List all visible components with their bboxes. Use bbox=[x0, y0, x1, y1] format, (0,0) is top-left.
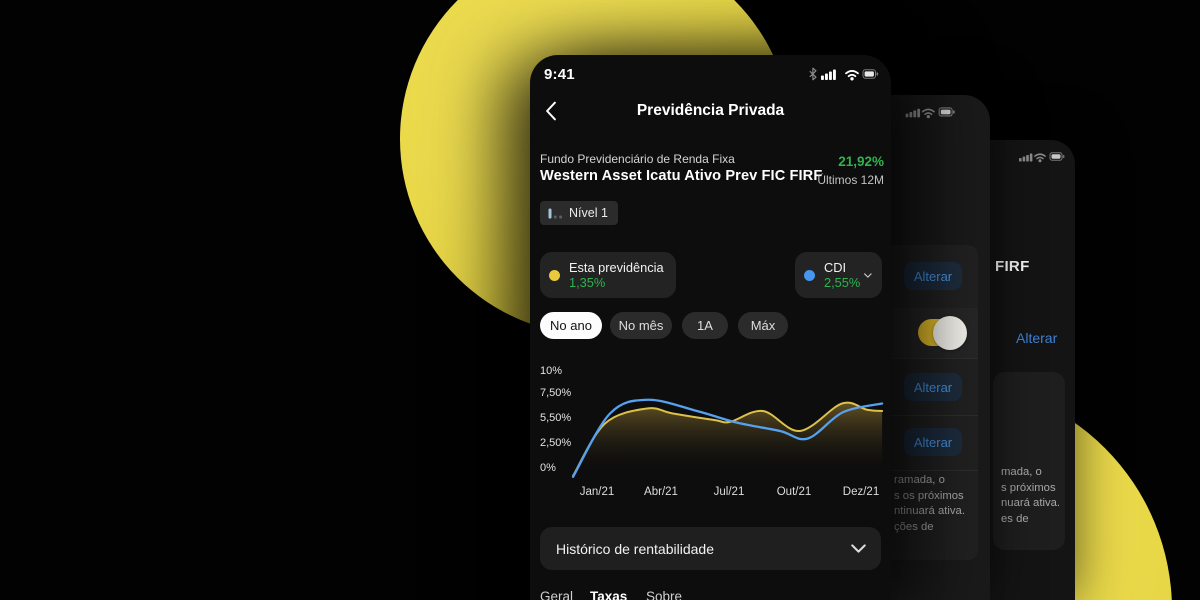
risk-level-badge: Nível 1 bbox=[540, 201, 618, 225]
clipped-paragraph: mada, o s próximos nuará ativa. es de bbox=[1001, 466, 1061, 526]
status-bar: 9:41 bbox=[544, 64, 879, 84]
nav-bar: Previdência Privada bbox=[530, 99, 891, 123]
accordion-label: Histórico de rentabilidade bbox=[556, 540, 714, 557]
background-phone-middle: Alterar Alterar Alterar ramada, o s os p… bbox=[890, 95, 990, 600]
chevron-down-icon bbox=[851, 544, 866, 553]
row-divider bbox=[890, 415, 978, 416]
status-icons bbox=[809, 67, 879, 81]
level-badge-label: Nível 1 bbox=[569, 206, 608, 220]
toggle-knob bbox=[933, 315, 967, 350]
bluetooth-icon bbox=[809, 67, 817, 81]
performance-chart-svg bbox=[571, 398, 884, 478]
filter-pill-no-ano[interactable]: No ano bbox=[540, 312, 602, 339]
level-bars-icon bbox=[548, 208, 563, 218]
signal-icon bbox=[821, 69, 836, 80]
y-axis-tick: 7,50% bbox=[540, 387, 572, 399]
clipped-paragraph: ramada, o s os próximos ntinuará ativa. … bbox=[894, 474, 965, 533]
fund-return-period: Últimos 12M bbox=[817, 173, 884, 187]
fund-name: Western Asset Icatu Ativo Prev FIC FIRF bbox=[540, 168, 823, 184]
chip-label: Esta previdência bbox=[569, 260, 664, 275]
toggle-switch-on[interactable] bbox=[918, 315, 967, 350]
row-divider bbox=[890, 470, 978, 471]
accordion-historico[interactable]: Histórico de rentabilidade bbox=[540, 527, 881, 570]
filter-pill-max[interactable]: Máx bbox=[738, 312, 788, 339]
alterar-link[interactable]: Alterar bbox=[1016, 330, 1058, 346]
chip-value: 1,35% bbox=[569, 275, 606, 290]
back-chevron-icon[interactable] bbox=[542, 101, 560, 121]
main-phone: 9:41 bbox=[530, 55, 891, 600]
yellow-series-dot bbox=[549, 269, 560, 281]
alterar-button[interactable]: Alterar bbox=[904, 373, 962, 401]
chip-value: 2,55% bbox=[824, 275, 861, 290]
benchmark-selector-chip[interactable]: CDI 2,55% bbox=[795, 252, 882, 298]
x-axis-tick: Abr/21 bbox=[644, 486, 678, 498]
series-line-cdi bbox=[571, 398, 884, 478]
row-divider bbox=[890, 358, 978, 359]
x-axis-tick: Jul/21 bbox=[713, 486, 745, 498]
x-axis-tick: Dez/21 bbox=[842, 486, 880, 498]
tab-taxas[interactable]: Taxas bbox=[590, 589, 628, 600]
status-time: 9:41 bbox=[544, 65, 575, 83]
tab-sobre[interactable]: Sobre bbox=[646, 589, 683, 600]
fund-category: Fundo Previdenciário de Renda Fixa bbox=[540, 152, 735, 166]
tab-geral[interactable]: Geral bbox=[540, 589, 574, 600]
filter-pill-1a[interactable]: 1A bbox=[682, 312, 728, 339]
y-axis-tick: 0% bbox=[540, 462, 556, 474]
blue-series-dot bbox=[804, 269, 815, 281]
status-icons-mini bbox=[905, 107, 955, 119]
status-icons-mini bbox=[1019, 152, 1065, 163]
filter-pill-no-mes[interactable]: No mês bbox=[610, 312, 672, 339]
y-axis-tick: 10% bbox=[540, 365, 563, 377]
battery-icon bbox=[862, 69, 879, 79]
settings-rows-card: Alterar Alterar Alterar bbox=[890, 245, 978, 560]
wifi-icon bbox=[845, 70, 859, 81]
fund-name-fragment: FIRF bbox=[995, 258, 1030, 275]
x-axis-tick: Jan/21 bbox=[579, 486, 615, 498]
background-phone-right: FIRF Alterar mada, o s próximos nuará at… bbox=[985, 140, 1075, 600]
chevron-down-icon bbox=[864, 272, 872, 278]
alterar-button[interactable]: Alterar bbox=[904, 262, 962, 290]
series-chip-this-pension[interactable]: Esta previdência 1,35% bbox=[540, 252, 676, 298]
x-axis-tick: Out/21 bbox=[776, 486, 812, 498]
page-title: Previdência Privada bbox=[636, 102, 785, 119]
y-axis-tick: 2,50% bbox=[540, 437, 572, 449]
y-axis-tick: 5,50% bbox=[540, 412, 572, 424]
info-card: mada, o s próximos nuará ativa. es de bbox=[993, 372, 1065, 550]
fund-return-value: 21,92% bbox=[838, 154, 884, 169]
alterar-button[interactable]: Alterar bbox=[904, 428, 962, 456]
series-area-this-pension bbox=[573, 402, 883, 476]
chip-label: CDI bbox=[824, 260, 847, 275]
